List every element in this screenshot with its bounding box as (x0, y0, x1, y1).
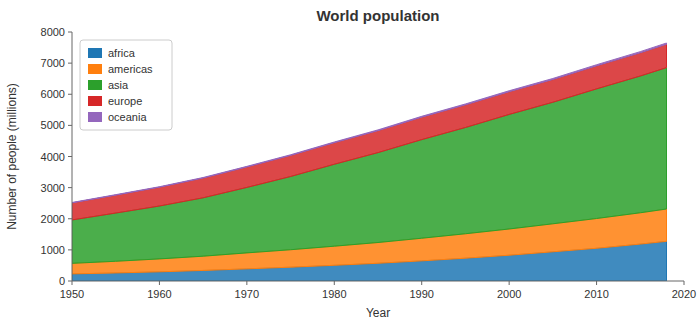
x-tick (596, 281, 597, 285)
y-tick (68, 218, 72, 219)
x-tick-label: 2000 (497, 288, 521, 300)
y-tick-label: 5000 (41, 119, 65, 131)
legend-label: oceania (108, 111, 147, 123)
legend-label: americas (108, 63, 153, 75)
y-tick (68, 187, 72, 188)
title: World population (316, 7, 439, 24)
y-tick-label: 0 (59, 275, 65, 287)
x-tick (684, 281, 685, 285)
legend: africa americas asia europe oceania (80, 40, 172, 130)
legend-box (80, 40, 172, 130)
x-tick-label: 1980 (322, 288, 346, 300)
x-tick (246, 281, 247, 285)
x-tick-label: 2010 (584, 288, 608, 300)
y-tick (68, 249, 72, 250)
axes: 1950 1960 1970 1980 1990 2000 2010 2020 0 1000 200… (41, 26, 697, 300)
legend-swatch (88, 112, 102, 122)
y-tick-label: 7000 (41, 57, 65, 69)
y-tick (68, 63, 72, 64)
legend-swatch (88, 80, 102, 90)
x-tick-label: 1950 (60, 288, 84, 300)
legend-label: europe (108, 95, 142, 107)
x-tick (421, 281, 422, 285)
x-tick (159, 281, 160, 285)
y-tick (68, 281, 72, 282)
y-tick-label: 1000 (41, 244, 65, 256)
y-tick-label: 2000 (41, 213, 65, 225)
chart-svg: 1950 1960 1970 1980 1990 2000 2010 2020 0 1000 200… (0, 0, 700, 327)
legend-swatch (88, 48, 102, 58)
legend-label: asia (108, 79, 129, 91)
x-tick (334, 281, 335, 285)
y-tick (68, 94, 72, 95)
x-tick-label: 1970 (235, 288, 259, 300)
y-tick-label: 4000 (41, 151, 65, 163)
legend-swatch (88, 64, 102, 74)
y-tick (68, 156, 72, 157)
y-tick-label: 6000 (41, 88, 65, 100)
chart-container: 1950 1960 1970 1980 1990 2000 2010 2020 0 1000 200… (0, 0, 700, 327)
y-tick (68, 32, 72, 33)
x-tick (72, 281, 73, 285)
x-axis-line (72, 281, 684, 282)
y-tick-label: 8000 (41, 26, 65, 38)
x-tick-label: 1990 (409, 288, 433, 300)
x-tick-label: 1960 (147, 288, 171, 300)
x-axis-label: Year (366, 306, 390, 320)
legend-label: africa (108, 47, 136, 59)
y-tick (68, 125, 72, 126)
y-tick-label: 3000 (41, 182, 65, 194)
legend-swatch (88, 96, 102, 106)
x-tick (509, 281, 510, 285)
y-axis-label: Number of people (millions) (5, 83, 19, 230)
x-tick-label: 2020 (672, 288, 696, 300)
